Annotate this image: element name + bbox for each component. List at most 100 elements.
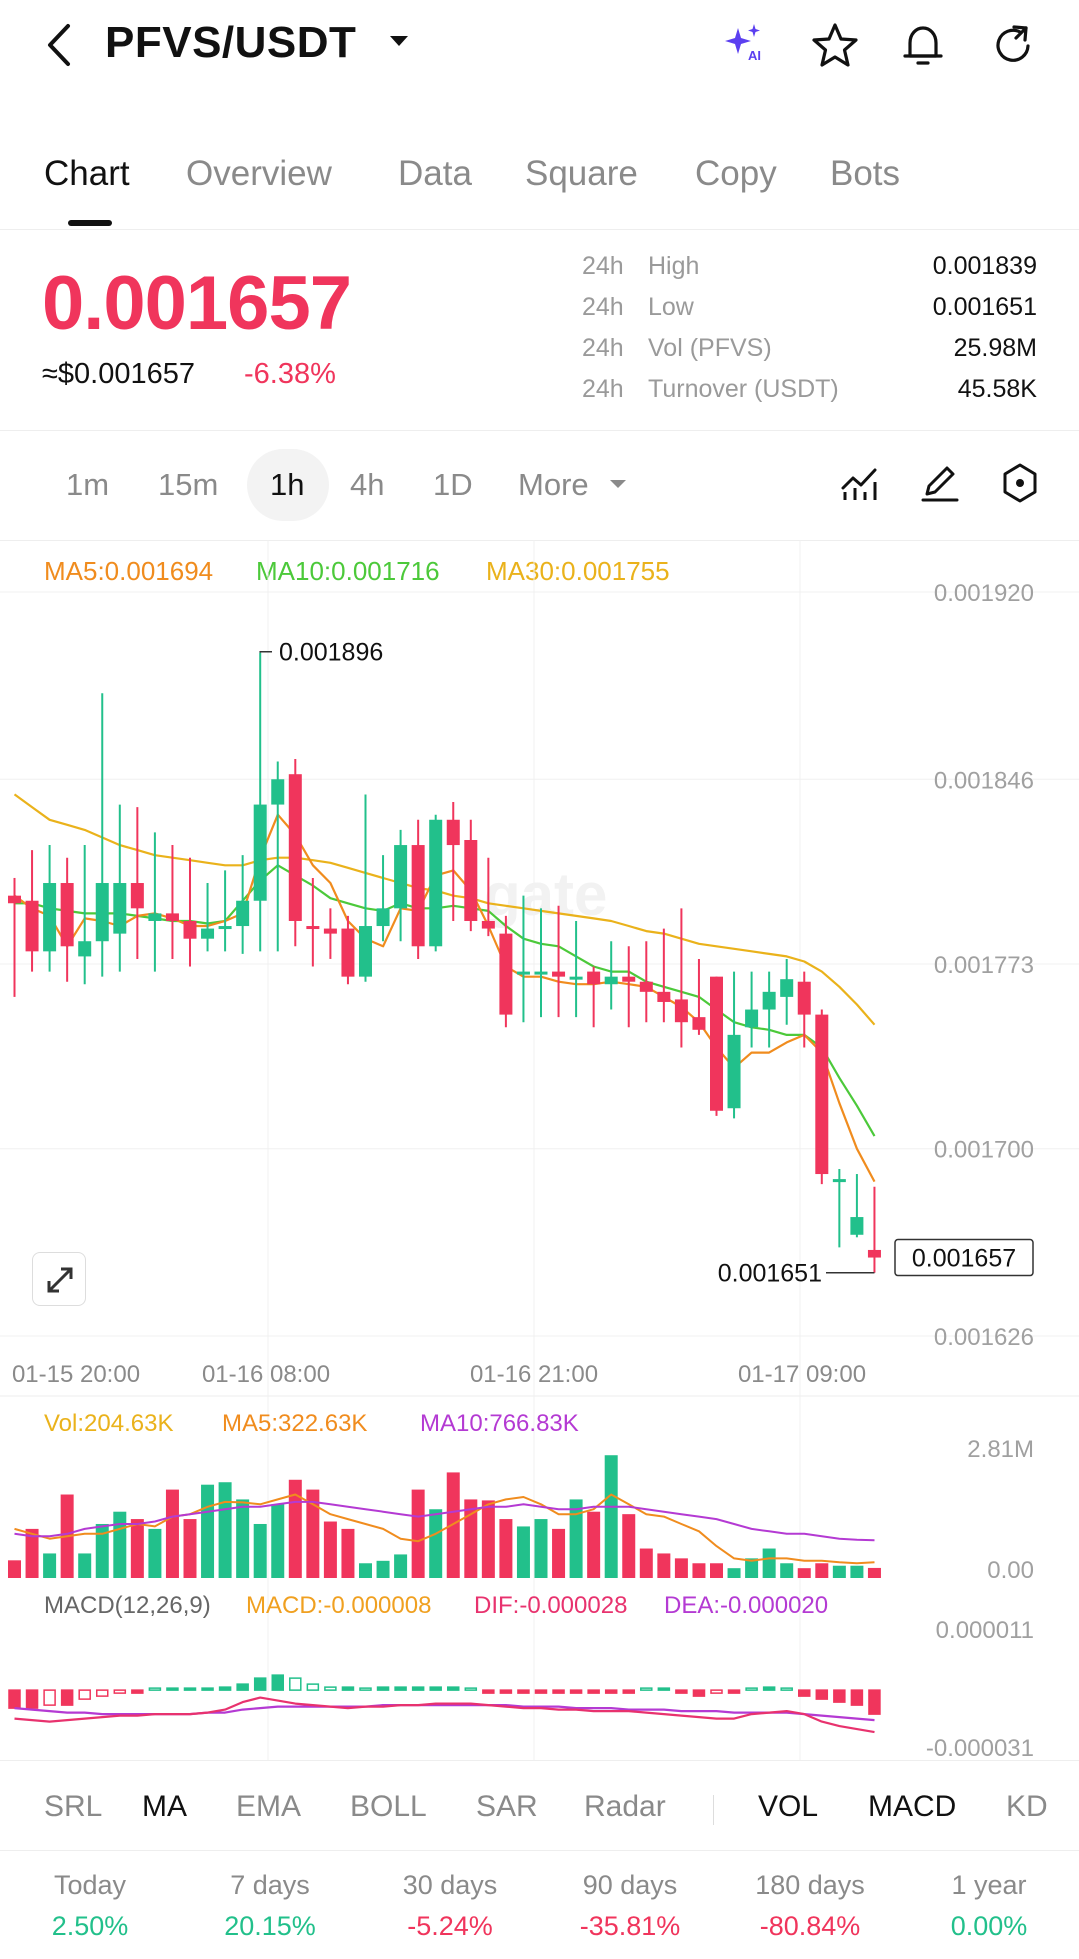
macd-histogram-bar bbox=[341, 1686, 355, 1691]
candle-body bbox=[411, 845, 425, 947]
candle-body bbox=[710, 976, 723, 1111]
star-icon[interactable] bbox=[810, 20, 860, 70]
candle-body bbox=[552, 971, 566, 977]
caret-down-icon[interactable] bbox=[388, 34, 410, 48]
stat-label: Turnover (USDT) bbox=[648, 375, 839, 403]
kline-chart[interactable]: 0.001920 0.001846 0.001773 0.001700 0.001626… bbox=[0, 540, 1079, 1760]
candle-body bbox=[797, 981, 811, 1015]
macd-histogram-bar bbox=[552, 1689, 565, 1694]
indicator-kd[interactable]: KD bbox=[1006, 1790, 1048, 1823]
candle-body bbox=[569, 976, 583, 980]
indicator-boll[interactable]: BOLL bbox=[350, 1790, 427, 1823]
interval-1m[interactable]: 1m bbox=[66, 467, 110, 502]
candle bbox=[165, 845, 179, 959]
settings-hexagon-icon[interactable] bbox=[995, 458, 1045, 508]
interval-15m[interactable]: 15m bbox=[158, 467, 219, 502]
candle bbox=[622, 946, 636, 1028]
macd-histogram-bar bbox=[710, 1689, 723, 1694]
vol-ma5-legend: MA5:322.63K bbox=[222, 1410, 368, 1437]
macd-histogram-bar bbox=[604, 1689, 618, 1694]
indicator-sar[interactable]: SAR bbox=[476, 1790, 538, 1823]
last-price: 0.001657 bbox=[42, 261, 352, 346]
ma5-line bbox=[13, 813, 876, 1183]
interval-more[interactable]: More bbox=[518, 467, 589, 502]
tab-bots[interactable]: Bots bbox=[830, 154, 901, 193]
candle bbox=[288, 759, 302, 947]
volume-bar bbox=[674, 1558, 688, 1578]
indicator-ema[interactable]: EMA bbox=[236, 1790, 302, 1823]
perf-value: 0.00% bbox=[950, 1911, 1028, 1941]
volume-bar bbox=[534, 1519, 548, 1578]
perf-180-days: 180 days -80.84% bbox=[720, 1870, 900, 1942]
volume-bar bbox=[692, 1563, 706, 1578]
macd-histogram-bar bbox=[657, 1687, 671, 1691]
tab-copy[interactable]: Copy bbox=[695, 154, 777, 193]
candle bbox=[727, 971, 741, 1119]
candle-body bbox=[8, 895, 21, 904]
candle-body bbox=[674, 999, 688, 1023]
expand-icon bbox=[47, 1267, 73, 1293]
volume-bar bbox=[183, 1519, 197, 1578]
vol-ma10-legend: MA10:766.83K bbox=[420, 1410, 579, 1437]
candle-body bbox=[464, 840, 478, 921]
candle bbox=[253, 652, 267, 952]
section-tabs: Chart Overview Data Square Copy Bots bbox=[0, 140, 1079, 230]
candle bbox=[762, 971, 776, 1048]
candle bbox=[516, 895, 530, 1023]
candle bbox=[657, 928, 671, 1023]
macd-histogram-bar bbox=[359, 1687, 372, 1691]
volume-bar bbox=[446, 1472, 460, 1578]
tab-chart[interactable]: Chart bbox=[44, 154, 130, 193]
stat-value: 45.58K bbox=[957, 375, 1037, 403]
high-label: 0.001896 bbox=[279, 639, 383, 667]
candle-body bbox=[236, 900, 250, 927]
macd-histogram-bar bbox=[447, 1686, 460, 1691]
indicator-ma[interactable]: MA bbox=[142, 1790, 187, 1823]
indicator-icon[interactable] bbox=[835, 458, 885, 508]
volume-bar bbox=[867, 1567, 881, 1578]
interval-4h[interactable]: 4h bbox=[350, 467, 385, 502]
indicator-srl[interactable]: SRL bbox=[44, 1790, 103, 1823]
tab-square[interactable]: Square bbox=[525, 154, 638, 193]
candle-body bbox=[587, 971, 601, 985]
candle-body bbox=[60, 883, 74, 947]
vol-ma5-line bbox=[14, 1493, 875, 1565]
candle-body bbox=[43, 883, 57, 952]
macd-histogram-bar bbox=[60, 1689, 74, 1706]
candle-body bbox=[850, 1217, 864, 1235]
macd-histogram-bar bbox=[289, 1677, 302, 1691]
refresh-icon[interactable] bbox=[988, 20, 1038, 70]
macd-histogram-bar bbox=[464, 1687, 478, 1691]
candle bbox=[236, 855, 250, 954]
candle-body bbox=[113, 883, 127, 934]
candle-body bbox=[780, 979, 794, 997]
candle-body bbox=[534, 971, 548, 975]
pair-title[interactable]: PFVS/USDT bbox=[105, 18, 357, 67]
candle-body bbox=[376, 908, 390, 927]
tab-data[interactable]: Data bbox=[398, 154, 472, 193]
bell-icon[interactable] bbox=[898, 20, 948, 70]
indicator-radar[interactable]: Radar bbox=[584, 1790, 666, 1823]
candle bbox=[815, 1009, 829, 1185]
fullscreen-button[interactable] bbox=[32, 1252, 86, 1306]
interval-1h[interactable]: 1h bbox=[270, 467, 305, 502]
stat-value: 0.001651 bbox=[932, 293, 1037, 321]
candle bbox=[710, 976, 723, 1116]
candle-body bbox=[165, 913, 179, 921]
interval-1d[interactable]: 1D bbox=[433, 467, 473, 502]
volume-bar bbox=[552, 1528, 566, 1578]
more-caret-down-icon[interactable] bbox=[608, 478, 628, 490]
ma30-legend: MA30:0.001755 bbox=[486, 556, 670, 586]
candle-body bbox=[446, 819, 460, 846]
x-axis-label: 01-16 08:00 bbox=[202, 1361, 330, 1388]
back-icon[interactable] bbox=[40, 22, 80, 68]
volume-bar bbox=[218, 1482, 232, 1578]
indicator-macd[interactable]: MACD bbox=[868, 1790, 957, 1823]
tab-overview[interactable]: Overview bbox=[186, 154, 332, 193]
ai-sparkle-icon[interactable]: AI bbox=[720, 20, 770, 70]
indicator-vol[interactable]: VOL bbox=[758, 1790, 819, 1823]
stat-label: Vol (PFVS) bbox=[648, 334, 772, 362]
volume-bar bbox=[376, 1560, 390, 1578]
perf-label: 1 year bbox=[951, 1870, 1027, 1900]
draw-pen-icon[interactable] bbox=[915, 458, 965, 508]
